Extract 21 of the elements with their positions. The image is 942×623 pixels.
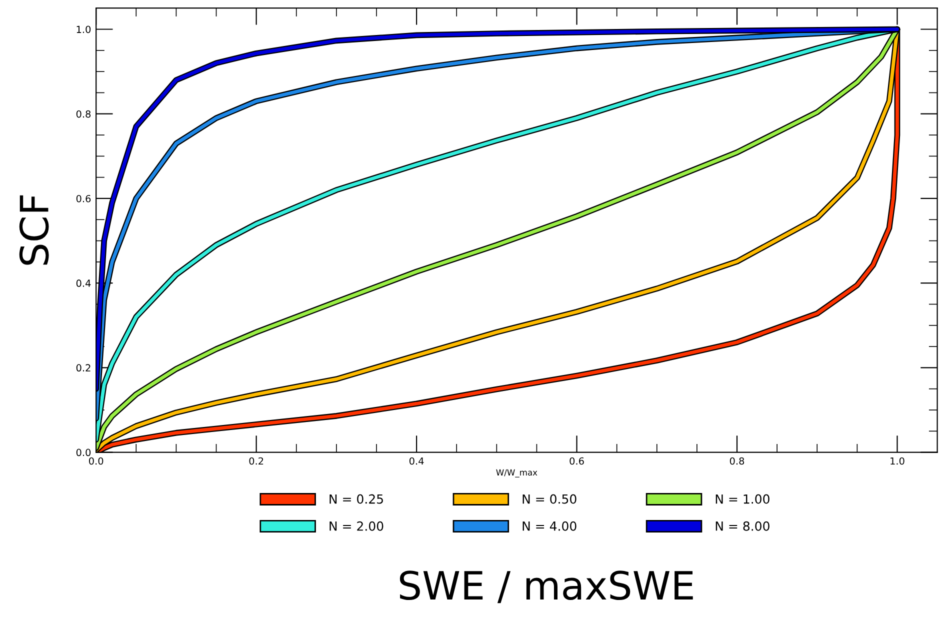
legend-label: N = 2.00 bbox=[330, 521, 384, 531]
legend-label: N = 0.50 bbox=[522, 494, 576, 504]
legend-label: N = 4.00 bbox=[522, 521, 576, 531]
legend-label: N = 0.25 bbox=[330, 494, 383, 504]
text: SWE / maxSWE bbox=[400, 570, 693, 604]
x-axis-title: W/W_max bbox=[496, 469, 538, 478]
y-tick-label: 1.0 bbox=[76, 26, 91, 34]
y-tick-label: 0.8 bbox=[76, 110, 91, 118]
legend-label: N = 8.00 bbox=[716, 521, 770, 531]
x-tick-label: 0.8 bbox=[730, 457, 744, 465]
x-tick-label: 1.0 bbox=[890, 457, 904, 465]
x-tick-label: 0.0 bbox=[88, 457, 104, 465]
y-tick-label: 0.4 bbox=[76, 280, 91, 287]
y-tick-label: 0.2 bbox=[76, 364, 90, 372]
y-tick-label: 0.6 bbox=[76, 194, 91, 202]
x-tick-label: 0.4 bbox=[409, 457, 424, 465]
legend-label: N = 1.00 bbox=[716, 494, 770, 504]
y-axis-title: SCF bbox=[19, 195, 49, 265]
y-tick-label: 0.0 bbox=[76, 448, 91, 456]
x-tick-label: 0.6 bbox=[570, 457, 584, 465]
x-tick-label: 0.2 bbox=[249, 457, 264, 465]
